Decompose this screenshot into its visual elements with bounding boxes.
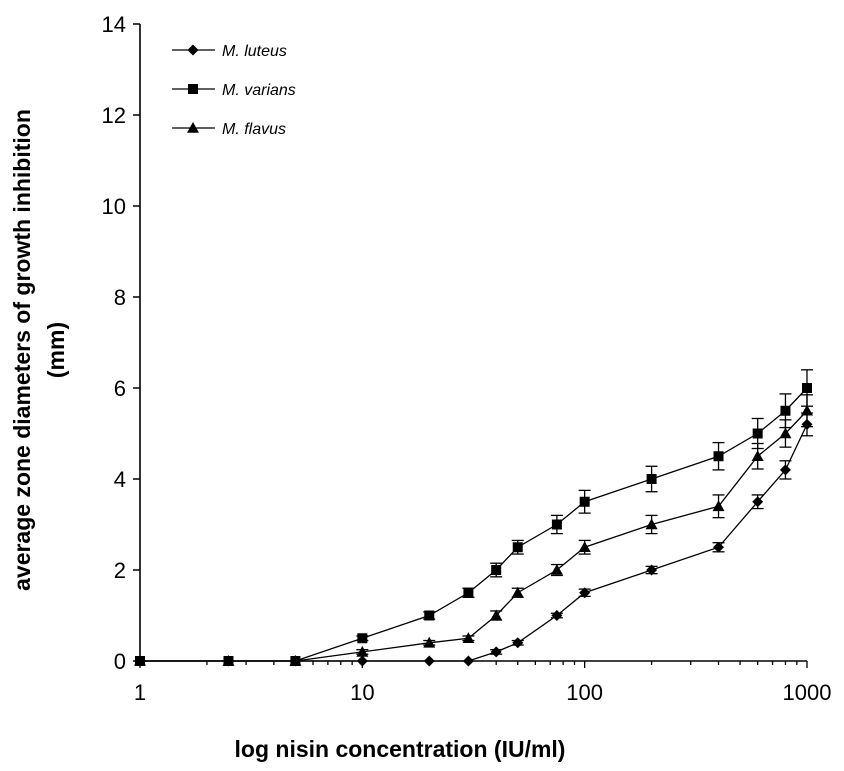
data-point	[551, 610, 563, 621]
x-axis-title: log nisin concentration (IU/ml)	[235, 736, 566, 762]
y-tick-label: 4	[114, 467, 126, 492]
series-line	[140, 410, 808, 662]
y-tick-label: 2	[114, 558, 126, 583]
data-point	[780, 405, 791, 416]
data-point	[490, 609, 503, 621]
legend-marker	[187, 122, 199, 133]
data-point	[801, 404, 813, 416]
data-point	[752, 428, 763, 439]
y-tick-label: 12	[102, 103, 126, 128]
data-point	[491, 565, 502, 575]
data-point	[356, 645, 369, 657]
plot-area	[134, 369, 813, 667]
series-m-varians	[135, 369, 813, 666]
x-tick-label: 1000	[783, 680, 832, 705]
data-point	[578, 541, 591, 553]
axes	[139, 24, 807, 662]
data-point	[579, 496, 590, 507]
data-point	[646, 474, 657, 484]
y-tick-label: 6	[114, 376, 126, 401]
data-point	[712, 500, 725, 512]
data-point	[423, 636, 436, 648]
data-point	[751, 450, 764, 462]
legend-label: M. varians	[222, 82, 296, 99]
data-point	[511, 586, 524, 598]
data-point	[713, 451, 724, 462]
y-tick-label: 0	[114, 649, 126, 674]
y-tick-label: 8	[114, 285, 126, 310]
y-axis-title: average zone diameters of growth inhibit…	[9, 109, 69, 591]
data-point	[512, 542, 523, 553]
y-ticks: 0 2 4 6 8 10 12 14	[102, 12, 140, 674]
data-point	[424, 610, 435, 621]
data-point	[551, 519, 562, 530]
series-m-luteus	[134, 412, 813, 667]
x-tick-label: 10	[350, 680, 374, 705]
series-m-flavus	[134, 394, 813, 666]
data-point	[579, 587, 591, 599]
data-point	[802, 383, 812, 393]
data-point	[490, 646, 502, 658]
y-tick-label: 10	[102, 194, 126, 219]
legend-marker	[188, 84, 198, 94]
data-point	[779, 464, 791, 476]
y-axis-title-line1: average zone diameters of growth inhibit…	[9, 109, 35, 591]
series-line	[140, 387, 808, 662]
data-point	[357, 633, 368, 644]
data-point	[752, 496, 764, 508]
y-axis-title-line2: (mm)	[43, 322, 69, 378]
y-tick-label: 14	[102, 12, 126, 37]
data-point	[463, 587, 474, 598]
x-tick-label: 1	[134, 680, 146, 705]
data-point	[462, 632, 475, 644]
legend: M. luteus M. varians M. flavus	[172, 43, 296, 138]
data-point	[512, 637, 524, 649]
data-point	[713, 541, 725, 553]
data-point	[550, 564, 563, 575]
data-point	[646, 564, 658, 576]
x-ticks: 1 10 100 1000	[134, 661, 832, 705]
legend-label: M. luteus	[222, 43, 287, 60]
legend-label: M. flavus	[222, 121, 286, 138]
data-point	[645, 518, 658, 530]
legend-marker	[187, 44, 199, 56]
x-tick-label: 100	[566, 680, 603, 705]
data-point	[779, 427, 792, 439]
